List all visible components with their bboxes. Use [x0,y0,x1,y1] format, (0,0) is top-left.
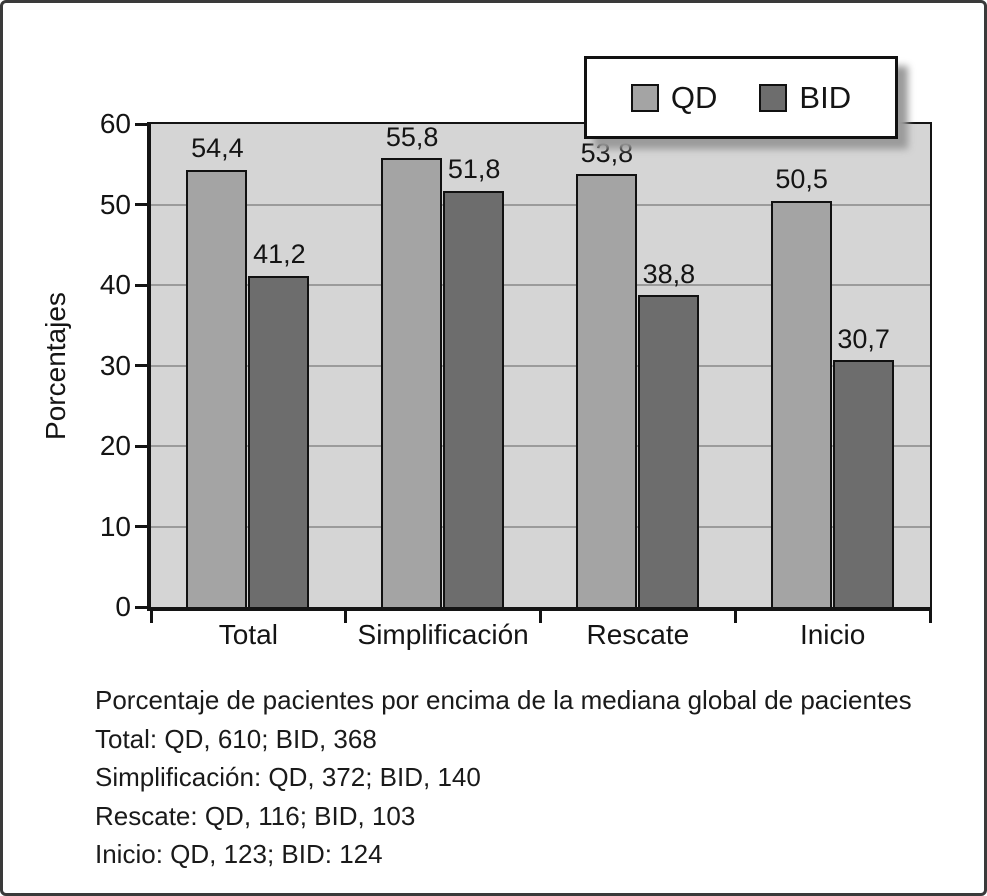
bar-slot-qd-2: 55,8 [381,121,443,607]
bar-group-4: 50,5 30,7 [735,124,930,607]
y-tick-mark-60 [135,122,149,126]
caption-line-5: Inicio: QD, 123; BID: 124 [95,839,383,869]
bar-value-label: 54,4 [191,133,244,164]
bar-qd-1 [186,169,248,607]
bar-value-label: 38,8 [642,258,696,289]
bar-group-2: 55,8 51,8 [346,121,541,607]
plot-area: 54,4 41,2 55,8 51,8 53,8 38,8 50,5 30,7 [147,122,932,611]
bar-slot-bid-2: 51,8 [443,124,505,607]
bar-group-1: 54,4 41,2 [151,124,346,607]
y-tick-mark-10 [135,525,149,528]
legend-item-qd: QD [630,79,718,116]
x-tick-mark-0 [149,609,153,623]
x-tick-mark-2 [539,609,542,623]
gridline-10 [151,525,930,528]
x-tick-mark-3 [733,609,737,623]
bar-qd-4 [770,200,832,607]
y-tick-mark-30 [135,364,149,367]
gridline-40 [151,284,930,287]
bar-qd-2 [381,158,443,607]
y-tick-label-30: 30 [99,349,131,381]
y-tick-label-10: 10 [99,510,131,542]
y-tick-label-50: 50 [99,188,131,220]
caption-line-3: Simplificación: QD, 372; BID, 140 [95,762,481,792]
y-tick-label-40: 40 [99,269,131,300]
caption-line-1: Porcentaje de pacientes por encima de la… [95,685,912,715]
bar-bid-1 [248,275,310,607]
bar-value-label: 50,5 [775,164,828,195]
bar-slot-bid-1: 41,2 [248,124,310,607]
y-tick-mark-50 [135,203,149,206]
bar-group-3: 53,8 38,8 [541,124,736,607]
bar-slot-bid-3: 38,8 [637,124,700,607]
bar-slot-qd-1: 54,4 [186,124,248,607]
legend: QD BID [584,56,898,139]
category-label-1: Total [218,619,278,650]
bar-value-label: 30,7 [837,323,890,354]
category-label-2: Simplificación [357,619,529,650]
x-tick-mark-1 [344,609,348,623]
y-tick-mark-40 [135,283,149,287]
category-label-4: Inicio [799,619,866,650]
y-tick-label-60: 60 [99,108,131,139]
legend-swatch-bid [759,83,788,112]
bar-value-label: 55,8 [385,121,439,152]
bar-value-label: 41,2 [253,239,306,270]
gridline-30 [151,364,930,367]
caption-line-2: Total: QD, 610; BID, 368 [95,723,377,754]
bar-slot-bid-4: 30,7 [832,124,895,607]
gridline-20 [151,445,930,448]
bar-slot-qd-4: 50,5 [770,124,833,607]
x-tick-mark-4 [928,609,932,623]
gridline-50 [151,203,930,206]
y-tick-label-0: 0 [115,591,131,622]
legend-label: BID [799,79,852,115]
legend-item-bid: BID [759,80,851,116]
caption: Porcentaje de pacientes por encima de la… [95,681,955,874]
bar-bid-3 [637,295,699,607]
y-tick-mark-0 [135,605,149,609]
legend-label: QD [670,79,718,115]
bar-bid-4 [832,360,894,607]
bar-value-label: 51,8 [447,154,501,185]
bar-value-label: 53,8 [580,137,634,168]
bar-bid-2 [443,190,505,607]
y-tick-mark-20 [135,444,149,448]
bar-qd-3 [575,174,637,607]
y-tick-label-20: 20 [99,430,131,461]
bar-slot-qd-3: 53,8 [575,124,638,607]
category-label-3: Rescate [586,619,690,650]
legend-swatch-qd [630,83,659,112]
caption-line-4: Rescate: QD, 116; BID, 103 [95,800,416,831]
